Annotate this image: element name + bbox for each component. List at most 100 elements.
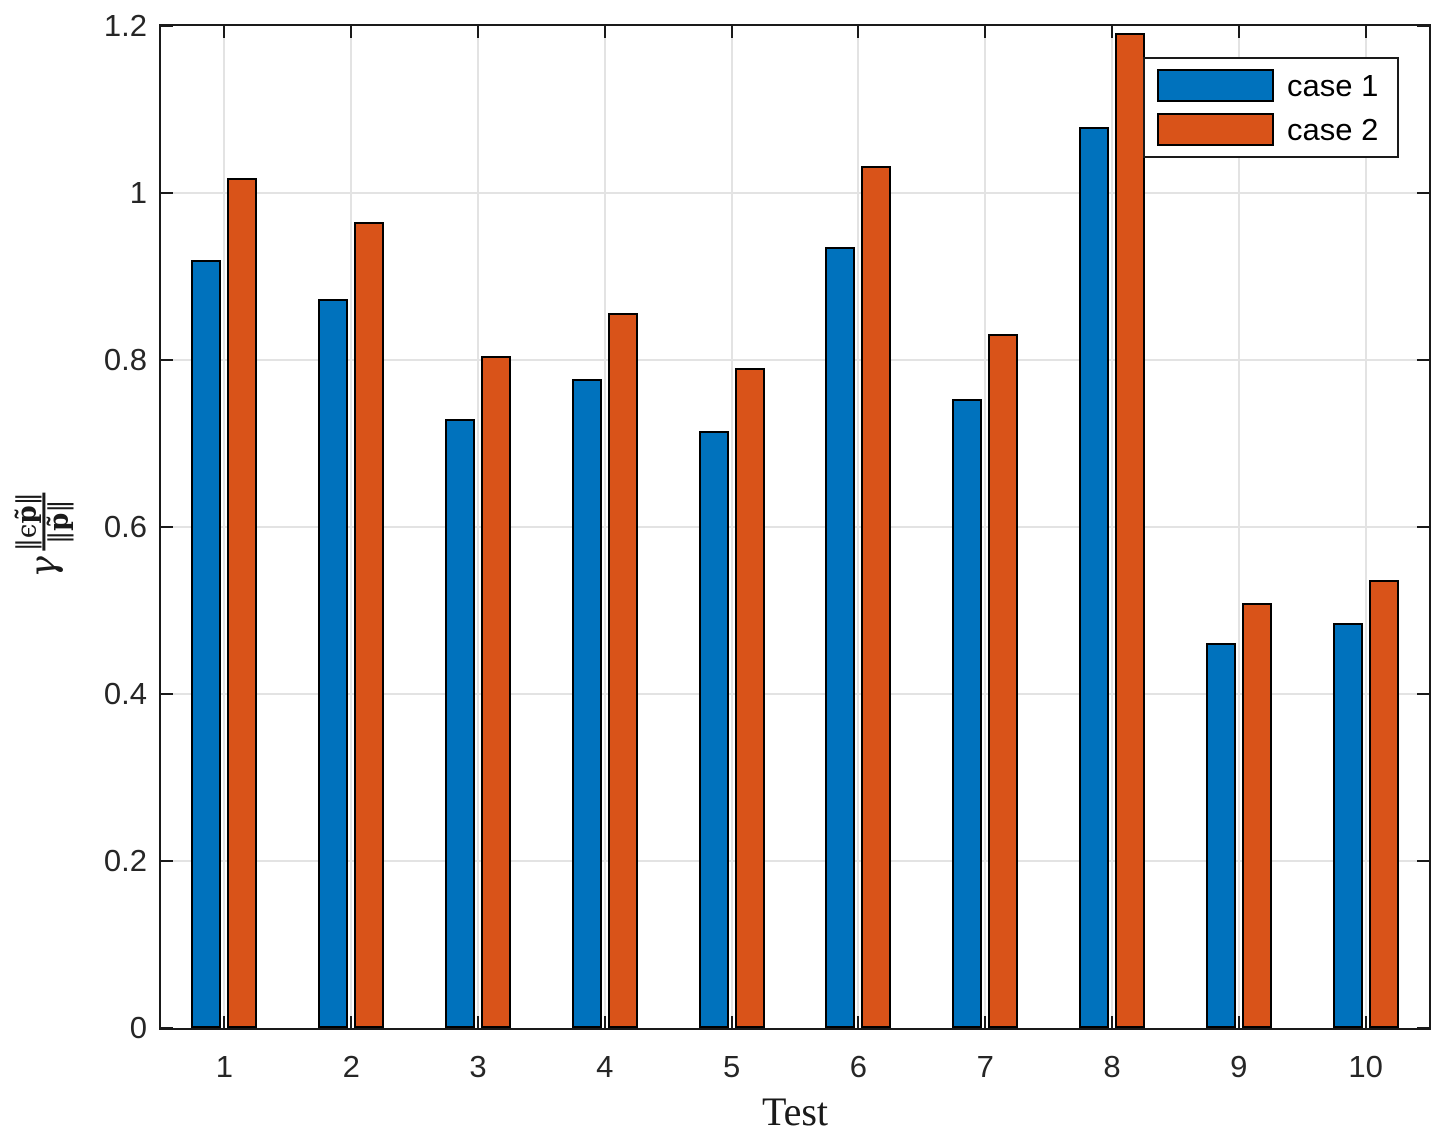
bar-case2-cat6 xyxy=(861,166,892,1028)
left-tick-1.2 xyxy=(161,25,173,27)
bar-case2-cat5 xyxy=(734,368,765,1028)
ytick-label-1: 1 xyxy=(129,175,147,210)
bottom-tick-1 xyxy=(223,1016,226,1028)
bottom-tick-8 xyxy=(1111,1016,1113,1028)
legend-swatch-case1 xyxy=(1157,69,1274,103)
top-tick-4 xyxy=(603,26,606,38)
vgridline-3 xyxy=(477,26,479,1028)
bar-case2-cat9 xyxy=(1241,603,1272,1028)
bar-case2-cat2 xyxy=(354,222,385,1028)
left-tick-0 xyxy=(161,1027,173,1029)
top-tick-9 xyxy=(1237,26,1240,38)
vgridline-4 xyxy=(603,26,606,1028)
xtick-label-3: 3 xyxy=(469,1049,487,1084)
bar-case1-cat9 xyxy=(1205,643,1236,1028)
left-tick-0.2 xyxy=(161,860,173,862)
bar-case1-cat6 xyxy=(825,247,856,1028)
legend-swatch-case2 xyxy=(1157,112,1274,146)
bar-case1-cat5 xyxy=(698,431,729,1028)
right-tick-0.4 xyxy=(1417,693,1429,695)
ylabel-numerator: ‖ϵp̃‖ xyxy=(12,492,43,552)
xtick-label-6: 6 xyxy=(849,1049,868,1084)
vgridline-9 xyxy=(1237,26,1240,1028)
legend-label-case1: case 1 xyxy=(1287,68,1379,104)
bar-case2-cat4 xyxy=(607,313,638,1028)
gamma-symbol: γ xyxy=(23,556,65,578)
hgridline-0.6 xyxy=(161,526,1429,528)
top-tick-6 xyxy=(857,26,860,38)
top-tick-7 xyxy=(984,26,987,38)
hgridline-0.2 xyxy=(161,860,1429,862)
right-tick-1 xyxy=(1417,192,1429,194)
bottom-tick-4 xyxy=(603,1016,606,1028)
hgridline-0.4 xyxy=(161,693,1429,695)
top-tick-3 xyxy=(477,26,479,38)
right-tick-1.2 xyxy=(1417,25,1429,27)
left-tick-0.6 xyxy=(161,526,173,528)
vgridline-6 xyxy=(857,26,860,1028)
top-tick-2 xyxy=(350,26,353,38)
vgridline-8 xyxy=(1111,26,1113,1028)
right-tick-0.8 xyxy=(1417,359,1429,361)
hgridline-1 xyxy=(161,192,1429,194)
right-tick-0.6 xyxy=(1417,526,1429,528)
bar-case2-cat1 xyxy=(227,178,258,1028)
legend-entry-case2: case 2 xyxy=(1157,111,1397,147)
xtick-label-1: 1 xyxy=(215,1049,234,1084)
bottom-tick-2 xyxy=(350,1016,353,1028)
top-tick-10 xyxy=(1364,26,1367,38)
legend-entry-case1: case 1 xyxy=(1157,68,1397,104)
vgridline-10 xyxy=(1364,26,1367,1028)
ylabel-fraction: ‖ϵp̃‖ ‖p̃‖ xyxy=(12,492,75,552)
right-tick-0.2 xyxy=(1417,860,1429,862)
hgridline-0.8 xyxy=(161,359,1429,361)
left-tick-0.4 xyxy=(161,693,173,695)
x-axis-label: Test xyxy=(761,1089,829,1134)
left-tick-0.8 xyxy=(161,359,173,361)
plot-area xyxy=(159,24,1431,1030)
top-tick-8 xyxy=(1111,26,1113,38)
ytick-label-0.4: 0.4 xyxy=(103,676,147,711)
top-tick-5 xyxy=(730,26,733,38)
bottom-tick-6 xyxy=(857,1016,860,1028)
bar-case2-cat3 xyxy=(481,356,511,1028)
bottom-tick-7 xyxy=(984,1016,987,1028)
bar-case2-cat7 xyxy=(988,334,1019,1028)
left-tick-1 xyxy=(161,192,173,194)
vgridline-1 xyxy=(223,26,226,1028)
right-tick-0 xyxy=(1417,1027,1429,1029)
ytick-label-1.2: 1.2 xyxy=(103,8,147,43)
bar-case2-cat8 xyxy=(1115,33,1145,1028)
bar-case1-cat4 xyxy=(571,379,602,1028)
ylabel-denominator: ‖p̃‖ xyxy=(42,492,75,552)
bar-case2-cat10 xyxy=(1368,580,1399,1028)
ytick-label-0: 0 xyxy=(129,1010,147,1045)
y-axis-label: γ ‖ϵp̃‖ ‖p̃‖ xyxy=(12,492,75,578)
bottom-tick-9 xyxy=(1237,1016,1240,1028)
xtick-label-5: 5 xyxy=(722,1049,741,1084)
bar-case1-cat8 xyxy=(1079,127,1109,1028)
legend: case 1 case 2 xyxy=(1143,57,1399,158)
ytick-label-0.8: 0.8 xyxy=(103,342,147,377)
xtick-label-4: 4 xyxy=(596,1049,614,1084)
xtick-label-8: 8 xyxy=(1103,1049,1121,1084)
bar-case1-cat2 xyxy=(318,299,349,1028)
bottom-tick-5 xyxy=(730,1016,733,1028)
xtick-label-2: 2 xyxy=(342,1049,360,1084)
ytick-label-0.6: 0.6 xyxy=(103,509,147,544)
top-tick-1 xyxy=(223,26,226,38)
vgridline-7 xyxy=(984,26,987,1028)
ytick-label-0.2: 0.2 xyxy=(103,843,147,878)
xtick-label-9: 9 xyxy=(1230,1049,1248,1084)
bottom-tick-3 xyxy=(477,1016,479,1028)
bar-case1-cat3 xyxy=(445,419,475,1028)
legend-label-case2: case 2 xyxy=(1287,111,1379,147)
bar-case1-cat10 xyxy=(1332,623,1363,1028)
bar-case1-cat1 xyxy=(191,260,222,1028)
bar-case1-cat7 xyxy=(952,399,983,1028)
vgridline-5 xyxy=(730,26,733,1028)
xtick-label-10: 10 xyxy=(1348,1049,1383,1084)
bottom-tick-10 xyxy=(1364,1016,1367,1028)
vgridline-2 xyxy=(350,26,353,1028)
